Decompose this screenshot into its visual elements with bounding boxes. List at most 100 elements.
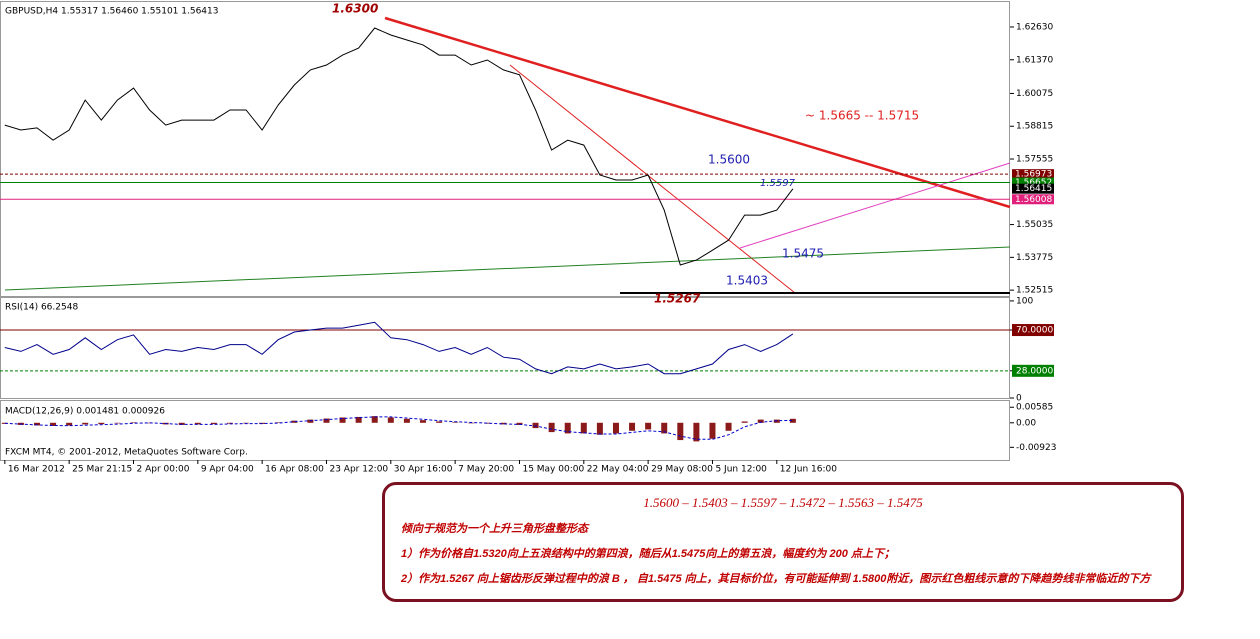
x-tick-label: 29 May 08:00 bbox=[651, 465, 713, 475]
histogram-bar bbox=[564, 422, 571, 434]
price-line bbox=[4, 321, 794, 375]
annotation: 1.5600 bbox=[708, 153, 750, 167]
level-label-bg bbox=[1012, 169, 1054, 180]
histogram-bar bbox=[243, 422, 250, 424]
histogram-bar bbox=[371, 416, 378, 423]
histogram-bar bbox=[291, 420, 298, 423]
y-tick-label: 1.53775 bbox=[1016, 253, 1053, 263]
histogram-bar bbox=[82, 422, 89, 425]
histogram-bar bbox=[98, 422, 105, 425]
level-label-bg bbox=[1012, 177, 1054, 188]
y-tick-label: 0.00 bbox=[1016, 418, 1036, 428]
y-tick-label: 1.62630 bbox=[1016, 22, 1053, 32]
histogram-bar bbox=[693, 422, 700, 442]
macd-title: MACD(12,26,9) 0.001481 0.000926 bbox=[5, 407, 165, 417]
x-tick-label: 5 Jun 12:00 bbox=[715, 465, 767, 475]
macd-panel bbox=[0, 400, 1010, 461]
x-tick-label: 2 Apr 00:00 bbox=[136, 465, 189, 475]
x-tick-label: 25 Mar 21:15 bbox=[72, 465, 132, 475]
histogram-bar bbox=[612, 422, 619, 434]
level-label: 1.56415 bbox=[1015, 184, 1052, 194]
trend-line bbox=[509, 64, 796, 294]
histogram-bar bbox=[323, 418, 330, 423]
annotation: 1.6300 bbox=[332, 2, 378, 16]
annotation: 1.5597 bbox=[760, 178, 796, 189]
trend-line bbox=[739, 162, 1011, 249]
note-heading: 1.5600 – 1.5403 – 1.5597 – 1.5472 – 1.55… bbox=[643, 495, 923, 510]
x-tick-label: 30 Apr 16:00 bbox=[394, 465, 453, 475]
histogram-bar bbox=[468, 422, 475, 424]
histogram-bar bbox=[178, 422, 185, 425]
histogram-bar bbox=[629, 422, 636, 431]
y-tick-label: 100 bbox=[1016, 296, 1033, 306]
histogram-bar bbox=[50, 422, 57, 426]
histogram-bar bbox=[596, 422, 603, 435]
histogram-bar bbox=[484, 422, 491, 424]
y-tick-label: -0.00923 bbox=[1016, 443, 1056, 453]
histogram-bar bbox=[226, 422, 233, 424]
histogram-bar bbox=[548, 422, 555, 433]
histogram-bar bbox=[757, 419, 764, 423]
histogram-bar bbox=[146, 422, 153, 424]
y-tick-label: 70.0000 bbox=[1016, 326, 1053, 336]
histogram-bar bbox=[339, 417, 346, 423]
y-tick-label: 1.57555 bbox=[1016, 155, 1053, 165]
x-tick-label: 23 Apr 12:00 bbox=[329, 465, 388, 475]
note-line: 1）作为价格自1.5320向上五浪结构中的第四浪，随后从1.5475向上的第五浪… bbox=[401, 548, 895, 560]
histogram-bar bbox=[725, 422, 732, 431]
level-label-bg bbox=[1012, 183, 1054, 194]
y-tick-label: 1.55035 bbox=[1016, 220, 1053, 230]
annotation: 1.5403 bbox=[726, 274, 768, 288]
x-tick-label: 7 May 20:00 bbox=[458, 465, 514, 475]
price-panel bbox=[0, 1, 1010, 297]
histogram-bar bbox=[500, 422, 507, 425]
histogram-bar bbox=[419, 420, 426, 423]
histogram-bar bbox=[33, 422, 40, 426]
histogram-bar bbox=[516, 422, 523, 425]
chart-title: GBPUSD,H4 1.55317 1.56460 1.55101 1.5641… bbox=[5, 7, 218, 17]
signal-line bbox=[4, 416, 793, 440]
histogram-bar bbox=[789, 418, 796, 423]
rsi-title: RSI(14) 66.2548 bbox=[5, 303, 78, 313]
x-tick-label: 9 Apr 04:00 bbox=[201, 465, 254, 475]
histogram-bar bbox=[194, 422, 201, 425]
note-line: 倾向于规范为一个上升三角形盘整形态 bbox=[401, 523, 588, 535]
x-tick-label: 12 Jun 16:00 bbox=[780, 465, 837, 475]
y-tick-label: 0 bbox=[1016, 394, 1022, 404]
trend-line bbox=[4, 246, 1011, 291]
trend-line bbox=[384, 16, 1011, 209]
footer: FXCM MT4, © 2001-2012, MetaQuotes Softwa… bbox=[5, 448, 248, 458]
level-label-bg bbox=[1012, 364, 1054, 377]
histogram-bar bbox=[130, 422, 137, 423]
y-tick-label: 28.0000 bbox=[1016, 366, 1053, 376]
y-tick-label: 1.52515 bbox=[1016, 286, 1053, 296]
histogram-bar bbox=[452, 422, 459, 423]
level-label: 1.56008 bbox=[1015, 195, 1052, 205]
annotation: 1.5267 bbox=[654, 292, 701, 306]
histogram-bar bbox=[355, 416, 362, 423]
level-label-bg bbox=[1012, 194, 1054, 205]
x-tick-label: 16 Apr 08:00 bbox=[265, 465, 324, 475]
x-tick-label: 15 May 00:00 bbox=[522, 465, 584, 475]
x-tick-label: 16 Mar 2012 bbox=[8, 465, 65, 475]
histogram-bar bbox=[677, 422, 684, 441]
histogram-bar bbox=[403, 418, 410, 423]
y-tick-label: 0.00585 bbox=[1016, 403, 1053, 413]
histogram-bar bbox=[709, 422, 716, 439]
histogram-bar bbox=[580, 422, 587, 434]
y-tick-label: 1.61370 bbox=[1016, 55, 1053, 65]
histogram-bar bbox=[661, 422, 668, 434]
histogram-bar bbox=[210, 422, 217, 425]
histogram-bar bbox=[387, 417, 394, 423]
level-label: 1.56973 bbox=[1015, 170, 1052, 180]
histogram-bar bbox=[436, 421, 443, 423]
histogram-bar bbox=[645, 422, 652, 430]
y-tick-label: 1.60075 bbox=[1016, 89, 1053, 99]
histogram-bar bbox=[532, 422, 539, 429]
y-tick-label: 1.58815 bbox=[1016, 122, 1053, 132]
price-line bbox=[4, 27, 794, 266]
histogram-bar bbox=[741, 421, 748, 423]
histogram-bar bbox=[114, 422, 121, 424]
x-tick-label: 22 May 04:00 bbox=[587, 465, 649, 475]
